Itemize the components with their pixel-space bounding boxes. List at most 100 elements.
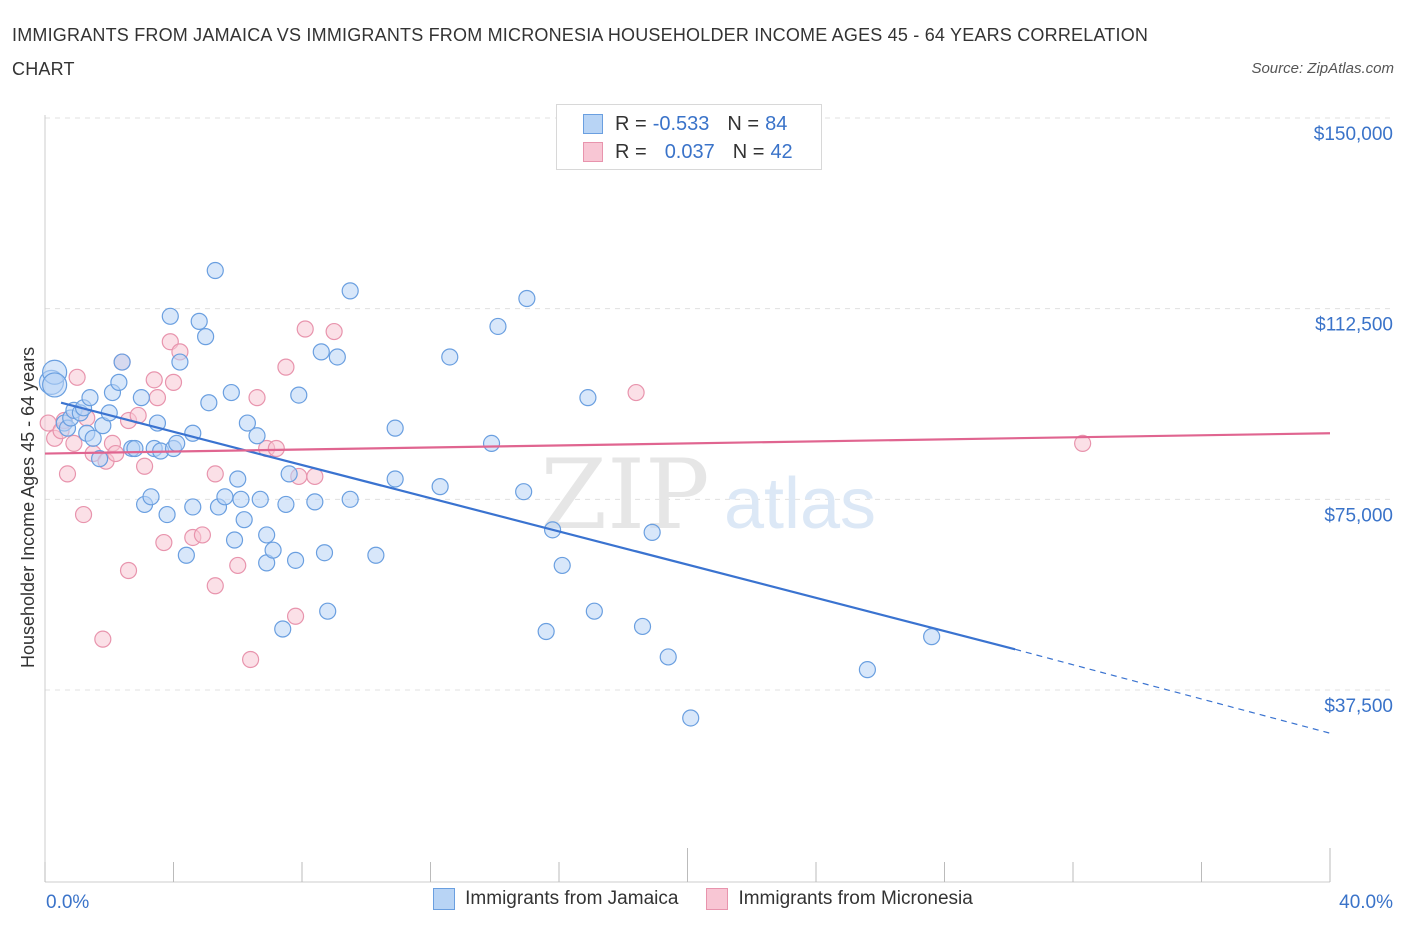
jamaica-point: [248, 427, 266, 445]
jamaica-point: [386, 419, 404, 437]
n-value: 42: [770, 140, 793, 163]
source-label: Source: ZipAtlas.com: [1251, 60, 1394, 77]
r-value: 0.037: [664, 140, 715, 163]
jamaica-trend-line: [60, 401, 1016, 651]
jamaica-point: [264, 541, 282, 559]
micronesia-point: [58, 465, 77, 483]
jamaica-point: [197, 328, 215, 346]
n-label: N =: [732, 140, 765, 163]
micronesia-point: [242, 650, 260, 669]
micronesia-trend-line: [44, 432, 1331, 455]
jamaica-point: [177, 546, 195, 564]
jamaica-point: [341, 282, 359, 300]
micronesia-point: [65, 434, 83, 453]
n-value: 84: [765, 112, 788, 135]
micronesia-point: [148, 389, 167, 407]
grid-lines: [45, 117, 1395, 691]
jamaica-point: [280, 465, 298, 483]
jamaica-point: [306, 493, 324, 511]
jamaica-point: [235, 511, 253, 529]
micronesia-point: [193, 526, 212, 544]
micronesia-point: [325, 322, 343, 341]
watermark: ZIP atlas: [540, 439, 876, 551]
jamaica-point: [222, 383, 240, 402]
micronesia-point: [74, 505, 93, 524]
legend-row-jamaica: R = -0.533 N = 84: [583, 111, 787, 137]
x-tick-label: 0.0%: [46, 892, 89, 913]
jamaica-point: [158, 505, 176, 524]
micronesia-point: [145, 371, 163, 389]
micronesia-point: [164, 373, 183, 391]
micronesia-point: [267, 439, 285, 458]
jamaica-point: [319, 602, 337, 620]
jamaica-point: [277, 495, 295, 514]
jamaica-point: [142, 488, 160, 506]
jamaica-point: [312, 343, 330, 361]
x-tick-label: 40.0%: [1339, 892, 1393, 913]
jamaica-point: [367, 546, 385, 564]
tick-labels: $37,500 $75,000 $112,500 $150,000 0.0% 40.0%: [46, 124, 1393, 913]
micronesia-point: [155, 533, 173, 552]
jamaica-point: [251, 490, 269, 508]
jamaica-point: [200, 394, 218, 412]
jamaica-point: [258, 526, 276, 544]
jamaica-point: [386, 470, 404, 488]
jamaica-trend-extension: [1015, 648, 1331, 734]
jamaica-point: [171, 353, 189, 371]
jamaica-point: [489, 317, 507, 336]
micronesia-point: [286, 607, 305, 625]
micronesia-point: [68, 368, 86, 386]
r-label: R =: [615, 112, 647, 135]
jamaica-point: [184, 498, 202, 516]
jamaica-point: [113, 353, 131, 371]
micronesia-swatch: [706, 888, 729, 910]
jamaica-point: [923, 628, 941, 646]
jamaica-point: [328, 348, 346, 366]
micronesia-point: [1074, 434, 1092, 453]
micronesia-point: [627, 383, 645, 402]
jamaica-point: [482, 434, 501, 453]
micronesia-point: [119, 561, 138, 580]
micronesia-point: [296, 320, 314, 338]
jamaica-point: [290, 386, 308, 404]
chart-title: IMMIGRANTS FROM JAMAICA VS IMMIGRANTS FR…: [12, 25, 1149, 79]
jamaica-swatch: [433, 888, 456, 910]
micronesia-swatch: [583, 142, 603, 162]
series-legend: Immigrants from Jamaica Immigrants from …: [0, 888, 1406, 910]
jamaica-point: [229, 470, 247, 488]
jamaica-point: [633, 617, 652, 636]
jamaica-point: [126, 439, 144, 458]
jamaica-point: [81, 389, 99, 407]
jamaica-point: [537, 622, 555, 641]
legend-item-jamaica: Immigrants from Jamaica: [433, 888, 678, 910]
micronesia-point: [206, 465, 224, 483]
y-tick-label: $150,000: [1314, 124, 1393, 145]
micronesia-point: [229, 556, 247, 575]
watermark-atlas: atlas: [724, 464, 876, 544]
jamaica-point: [168, 434, 186, 453]
jamaica-point: [441, 348, 459, 366]
jamaica-point: [91, 450, 109, 468]
jamaica-point: [858, 661, 877, 679]
jamaica-point: [238, 414, 256, 432]
y-tick-label: $112,500: [1315, 315, 1393, 336]
jamaica-point: [341, 490, 359, 508]
jamaica-point: [286, 551, 305, 569]
jamaica-point: [232, 490, 250, 508]
correlation-legend: R = -0.533 N = 84 R = 0.037 N = 42: [556, 104, 822, 170]
y-tick-label: $37,500: [1324, 696, 1393, 717]
legend-row-micronesia: R = 0.037 N = 42: [583, 139, 793, 165]
jamaica-swatch: [583, 114, 603, 134]
y-axis-label-text: Householder Income Ages 45 - 64 years: [18, 346, 38, 668]
micronesia-point: [277, 358, 295, 376]
y-tick-label: $75,000: [1324, 505, 1393, 526]
jamaica-point: [42, 372, 68, 398]
jamaica-point: [315, 544, 334, 562]
y-axis-label: Householder Income Ages 45 - 64 years: [18, 347, 39, 668]
jamaica-point: [274, 620, 292, 638]
micronesia-point: [206, 577, 224, 595]
jamaica-point: [161, 307, 179, 325]
watermark-zip: ZIP: [540, 439, 709, 551]
r-value: -0.533: [652, 112, 710, 135]
